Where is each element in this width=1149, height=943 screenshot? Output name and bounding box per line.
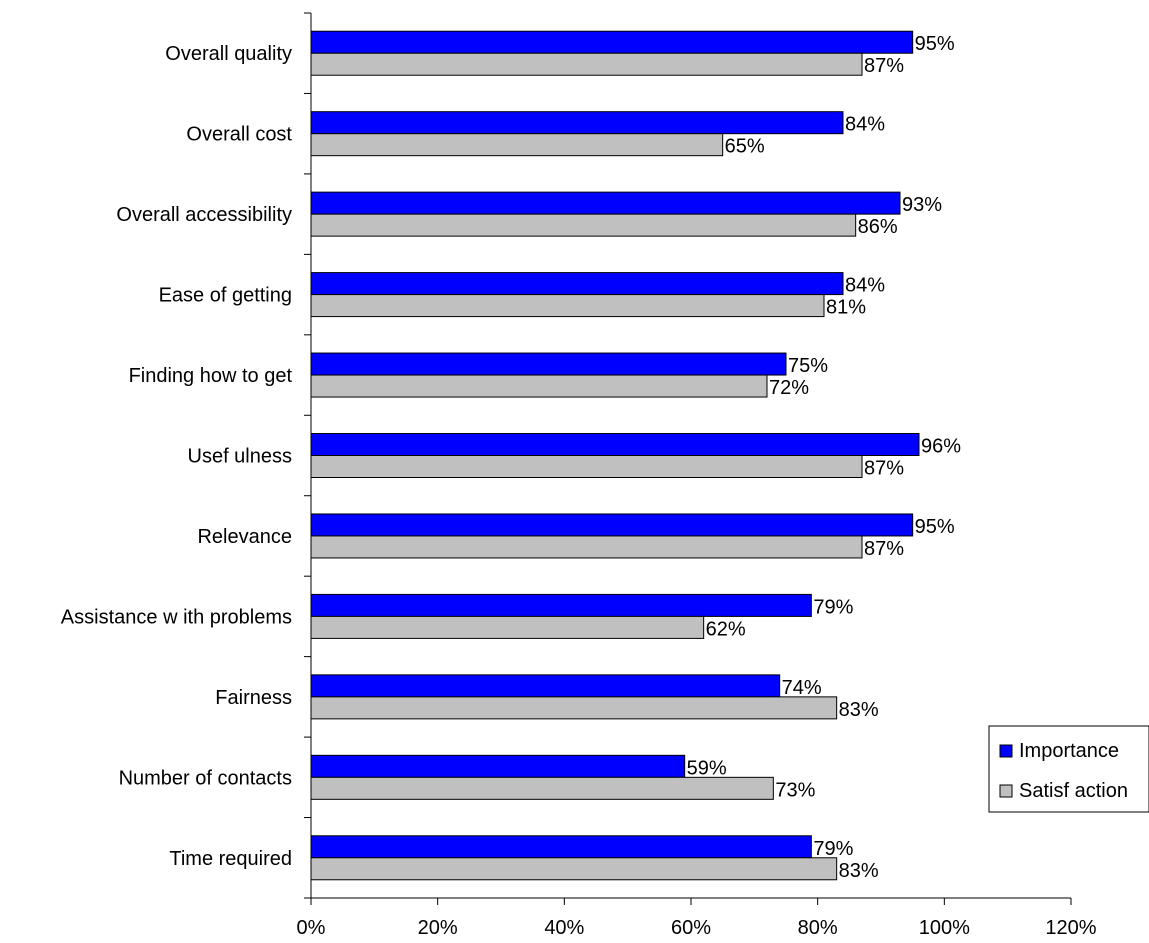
bar-importance-5 <box>310 433 920 456</box>
data-label-importance-7: 79% <box>813 596 853 618</box>
data-label-satisfaction-7: 62% <box>706 618 746 640</box>
data-label-satisfaction-0: 87% <box>864 55 904 77</box>
legend-swatch-satisfaction <box>999 784 1013 798</box>
bar-satisfaction-2 <box>310 213 857 237</box>
x-tick-label-1: 20% <box>418 917 458 939</box>
bar-importance-7 <box>310 593 812 617</box>
data-label-importance-4: 75% <box>788 355 828 377</box>
bar-satisfaction-5 <box>310 455 863 478</box>
bar-satisfaction-9 <box>310 776 774 800</box>
x-tick-label-6: 120% <box>1045 917 1096 939</box>
data-label-importance-10: 79% <box>813 838 853 860</box>
data-label-satisfaction-9: 73% <box>775 779 815 801</box>
data-label-satisfaction-3: 81% <box>826 297 866 319</box>
axes: 0% 20% 40% 60% 80% 100% 120% <box>297 12 1097 939</box>
category-label-8: Fairness <box>215 687 292 709</box>
bar-satisfaction-0 <box>310 52 863 76</box>
data-label-importance-3: 84% <box>845 275 885 297</box>
bar-importance-9 <box>310 754 686 778</box>
x-tick-label-3: 60% <box>671 917 711 939</box>
category-labels: Overall quality Overall cost Overall acces… <box>61 43 293 870</box>
bar-importance-1 <box>310 111 844 135</box>
x-tick-label-2: 40% <box>544 917 584 939</box>
data-label-importance-9: 59% <box>687 757 727 779</box>
bar-satisfaction-7 <box>310 615 705 639</box>
legend-label-importance: Importance <box>1019 740 1119 762</box>
x-tick-label-0: 0% <box>297 917 326 939</box>
data-label-satisfaction-8: 83% <box>839 699 879 721</box>
legend-box <box>988 725 1149 813</box>
category-label-3: Ease of getting <box>159 285 292 307</box>
category-label-5: Usef ulness <box>188 446 293 468</box>
data-label-importance-0: 95% <box>915 33 955 55</box>
bar-importance-4 <box>310 352 787 376</box>
data-label-importance-5: 96% <box>921 436 961 458</box>
bar-satisfaction-6 <box>310 535 863 559</box>
category-label-1: Overall cost <box>186 124 292 146</box>
data-labels: 95%87%84%65%93%86%84%81%75%72%96%87%95%8… <box>687 33 962 882</box>
data-label-satisfaction-5: 87% <box>864 458 904 480</box>
bar-satisfaction-8 <box>310 696 838 720</box>
legend-swatch-importance <box>999 744 1013 758</box>
category-label-2: Overall accessibility <box>116 204 292 226</box>
bar-satisfaction-1 <box>310 133 724 157</box>
data-label-importance-1: 84% <box>845 114 885 136</box>
bar-importance-8 <box>310 674 781 698</box>
data-label-satisfaction-4: 72% <box>769 377 809 399</box>
bar-satisfaction-3 <box>310 294 825 318</box>
category-label-7: Assistance w ith problems <box>61 606 292 628</box>
data-label-satisfaction-1: 65% <box>725 136 765 158</box>
legend-label-satisfaction: Satisf action <box>1019 780 1128 802</box>
bar-importance-3 <box>310 272 844 296</box>
bar-importance-2 <box>310 191 901 215</box>
bar-satisfaction-10 <box>310 857 838 881</box>
data-label-satisfaction-2: 86% <box>858 216 898 238</box>
data-label-satisfaction-10: 83% <box>839 860 879 882</box>
category-label-4: Finding how to get <box>129 365 293 387</box>
category-label-6: Relevance <box>197 526 292 548</box>
x-tick-label-5: 100% <box>919 917 970 939</box>
data-label-importance-8: 74% <box>782 677 822 699</box>
bar-satisfaction-4 <box>310 374 768 398</box>
data-label-importance-6: 95% <box>915 516 955 538</box>
data-label-importance-2: 93% <box>902 194 942 216</box>
category-label-0: Overall quality <box>165 43 292 65</box>
category-label-10: Time required <box>169 848 292 870</box>
legend: Importance Satisf action <box>988 725 1149 813</box>
bar-importance-10 <box>310 835 812 859</box>
x-tick-label-4: 80% <box>798 917 838 939</box>
category-label-9: Number of contacts <box>119 767 292 789</box>
bars-layer <box>310 30 920 881</box>
bar-importance-6 <box>310 513 914 537</box>
data-label-satisfaction-6: 87% <box>864 538 904 560</box>
bar-importance-0 <box>310 30 914 54</box>
